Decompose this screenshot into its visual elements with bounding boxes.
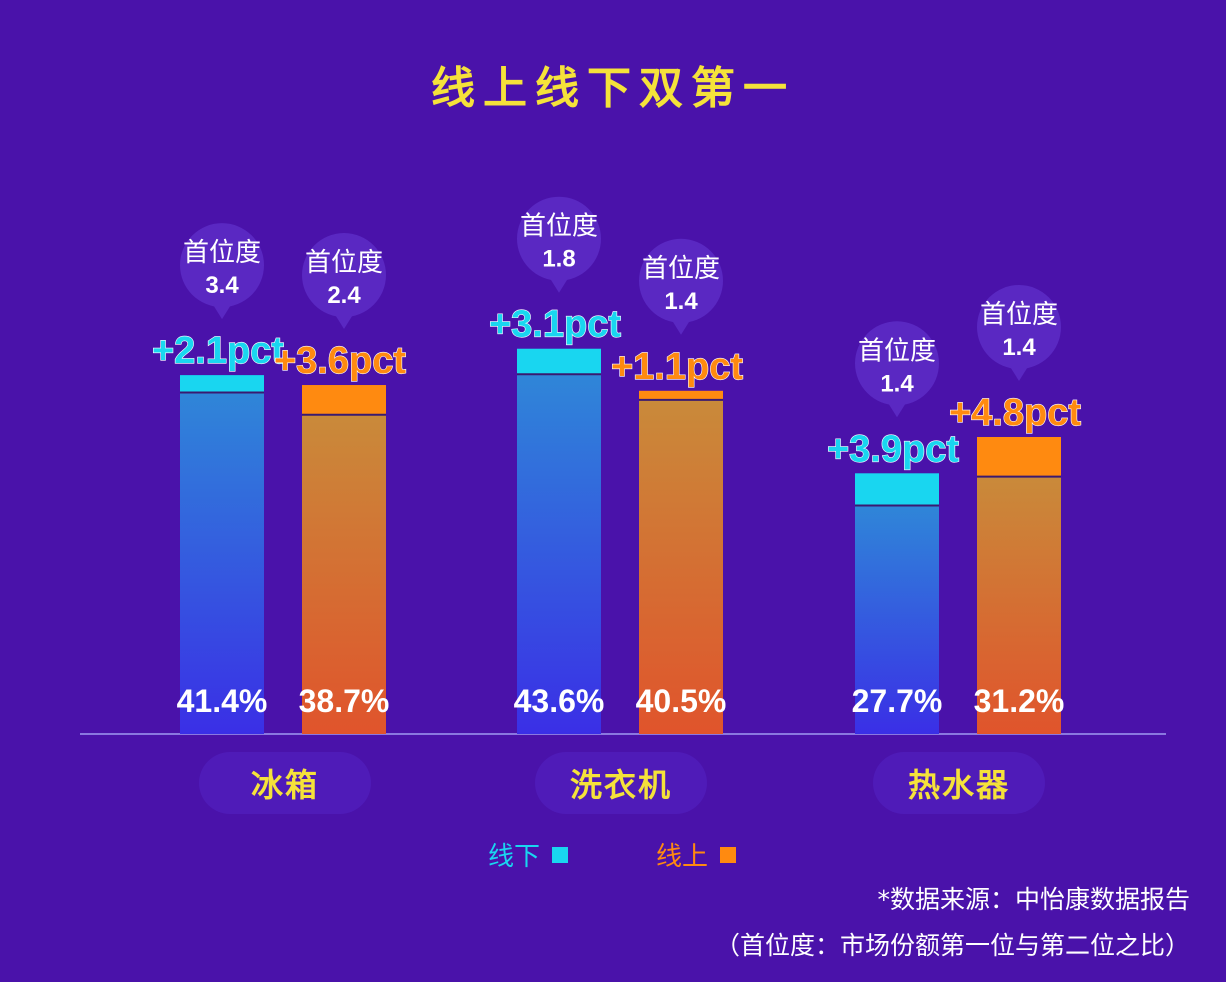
increase-segment-offline-0 xyxy=(180,375,264,393)
increase-segment-offline-2 xyxy=(855,473,939,506)
primacy-value-offline-2: 1.4 xyxy=(880,370,914,397)
primacy-bubble-tail-offline-1 xyxy=(549,276,569,293)
bar-online-1 xyxy=(639,399,723,734)
bar-offline-2 xyxy=(855,505,939,734)
increase-segment-online-0 xyxy=(302,385,386,415)
increase-label-online-2: +4.8pct xyxy=(949,392,1081,434)
bar-online-0 xyxy=(302,414,386,734)
increase-label-offline-2: +3.9pct xyxy=(827,428,959,470)
value-label-online-2: 31.2% xyxy=(974,683,1065,719)
primacy-bubble-tail-online-1 xyxy=(671,318,691,335)
primacy-bubble-offline-2 xyxy=(855,321,939,406)
legend-label-offline: 线下 xyxy=(488,842,541,872)
increase-label-offline-1: +3.1pct xyxy=(489,304,621,346)
primacy-bubble-tail-offline-2 xyxy=(887,401,907,418)
bar-online-2 xyxy=(977,476,1061,734)
primacy-bubble-online-0 xyxy=(302,233,386,318)
value-label-online-1: 40.5% xyxy=(636,683,727,719)
primacy-bubble-tail-online-0 xyxy=(334,313,354,330)
primacy-bubble-tail-offline-0 xyxy=(212,303,232,320)
chart-title: 线上线下双第一 xyxy=(431,63,795,114)
category-label-fridge: 冰箱 xyxy=(199,752,371,814)
category-label-water-heater: 热水器 xyxy=(873,752,1045,814)
bar-offline-1 xyxy=(517,374,601,734)
primacy-bubble-tail-online-2 xyxy=(1009,365,1029,381)
primacy-label-offline-1: 首位度 xyxy=(520,212,598,242)
category-label-washer: 洗衣机 xyxy=(535,752,707,814)
increase-label-online-1: +1.1pct xyxy=(611,346,743,388)
primacy-value-online-1: 1.4 xyxy=(664,288,698,315)
primacy-value-offline-1: 1.8 xyxy=(542,246,575,273)
primacy-value-online-0: 2.4 xyxy=(327,282,361,309)
legend-swatch-online xyxy=(720,846,737,863)
primacy-label-online-1: 首位度 xyxy=(642,254,720,284)
increase-label-offline-0: +2.1pct xyxy=(152,330,284,372)
definition-note: （首位度：市场份额第一位与第二位之比） xyxy=(714,931,1190,960)
legend-item-online: 线上 xyxy=(656,836,737,873)
source-note: *数据来源：中怡康数据报告 xyxy=(877,885,1190,914)
primacy-bubble-online-2 xyxy=(977,285,1061,369)
bar-offline-0 xyxy=(180,392,264,734)
primacy-bubble-offline-1 xyxy=(517,196,601,281)
primacy-label-online-2: 首位度 xyxy=(980,300,1058,330)
primacy-label-online-0: 首位度 xyxy=(305,248,383,278)
primacy-value-offline-0: 3.4 xyxy=(205,272,239,299)
increase-label-online-0: +3.6pct xyxy=(274,340,406,382)
value-label-offline-2: 27.7% xyxy=(852,683,943,719)
value-label-offline-0: 41.4% xyxy=(177,683,268,719)
increase-segment-online-2 xyxy=(977,437,1061,477)
primacy-bubble-offline-0 xyxy=(180,223,264,308)
primacy-value-online-2: 1.4 xyxy=(1002,334,1036,361)
primacy-bubble-online-1 xyxy=(639,238,723,323)
legend-item-offline: 线下 xyxy=(488,836,569,873)
increase-segment-offline-1 xyxy=(517,348,601,375)
value-label-online-0: 38.7% xyxy=(299,683,390,719)
value-label-offline-1: 43.6% xyxy=(514,683,605,719)
primacy-label-offline-0: 首位度 xyxy=(183,238,261,268)
legend-label-online: 线上 xyxy=(656,842,709,872)
legend-swatch-offline xyxy=(552,846,569,863)
increase-segment-online-1 xyxy=(639,390,723,400)
primacy-label-offline-2: 首位度 xyxy=(858,336,936,366)
